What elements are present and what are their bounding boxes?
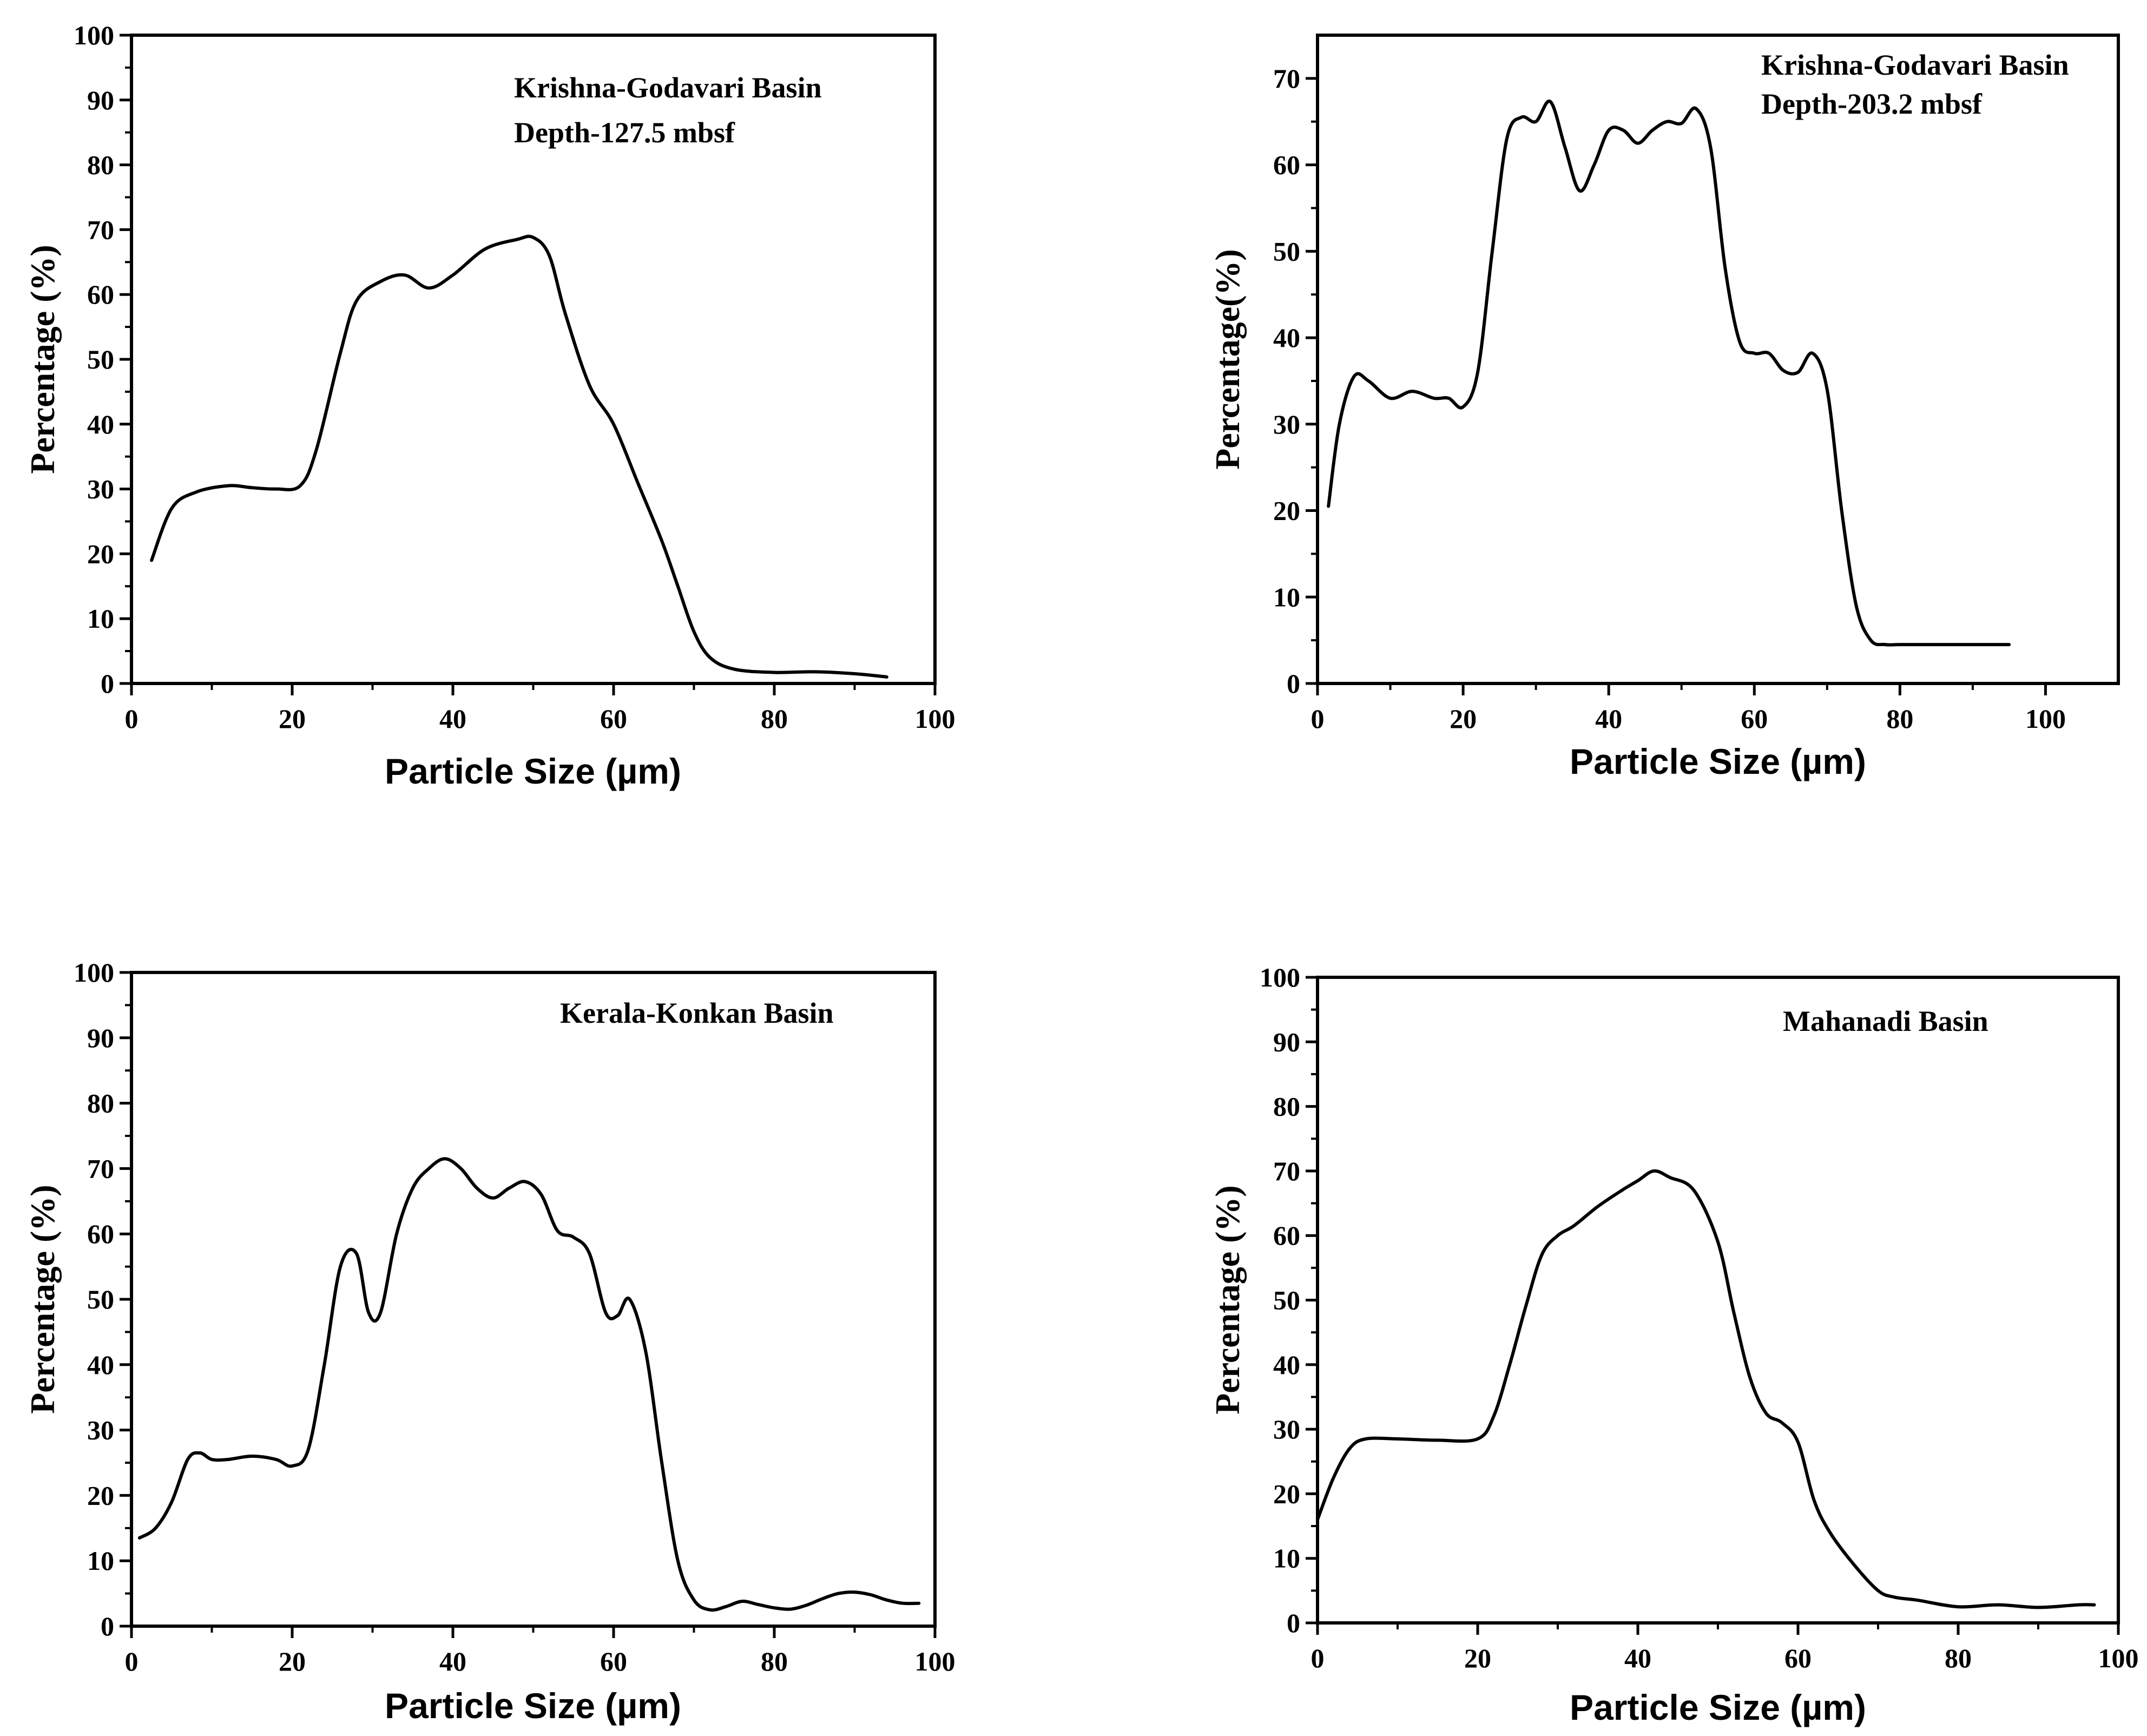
annotation-basin: Krishna-Godavari Basin bbox=[514, 71, 822, 104]
y-tick-label: 0 bbox=[101, 668, 114, 699]
plot-frame bbox=[130, 971, 937, 1628]
x-tick-label: 80 bbox=[1886, 703, 1913, 734]
panel-mahanadi: 0 20 40 60 80 100 0 10 20 30 40 50 60 70 80 90 100 Parti… bbox=[1208, 962, 2139, 1727]
y-tick-label: 20 bbox=[87, 538, 114, 569]
series-line bbox=[137, 1157, 921, 1612]
y-tick-label: 0 bbox=[101, 1611, 114, 1641]
y-tick-label: 100 bbox=[1260, 962, 1300, 992]
annotation-depth: Depth-127.5 mbsf bbox=[514, 116, 735, 149]
y-tick-label: 30 bbox=[87, 474, 114, 504]
x-tick-label: 0 bbox=[1311, 703, 1325, 734]
series-line bbox=[150, 234, 888, 679]
y-tick-label: 40 bbox=[1273, 323, 1300, 353]
y-tick-label: 60 bbox=[1273, 1220, 1300, 1251]
annotation-basin: Krishna-Godavari Basin bbox=[1761, 49, 2069, 81]
x-tick-label: 100 bbox=[915, 1646, 956, 1676]
y-tick-label: 50 bbox=[87, 1284, 114, 1314]
x-axis-label: Particle Size (µm) bbox=[1570, 741, 1866, 781]
x-tick-label: 40 bbox=[439, 703, 466, 734]
y-tick-label: 0 bbox=[1287, 1608, 1300, 1638]
x-tick-label: 20 bbox=[279, 703, 306, 734]
y-tick-label: 10 bbox=[87, 603, 114, 634]
y-axis-label: Percentage(%) bbox=[1208, 249, 1247, 470]
y-tick-label: 90 bbox=[87, 1023, 114, 1053]
x-tick-label: 80 bbox=[1945, 1643, 1972, 1673]
series-line bbox=[1327, 100, 2011, 647]
y-tick-label: 0 bbox=[1287, 668, 1300, 699]
x-tick-label: 60 bbox=[600, 1646, 627, 1676]
x-tick-label: 100 bbox=[915, 703, 956, 734]
x-tick-label: 100 bbox=[2098, 1643, 2139, 1673]
y-tick-label: 70 bbox=[1273, 63, 1300, 94]
x-tick-label: 100 bbox=[2025, 703, 2066, 734]
y-axis-label: Percentage (%) bbox=[23, 245, 62, 474]
y-tick-label: 40 bbox=[1273, 1350, 1300, 1380]
y-tick-label: 90 bbox=[87, 85, 114, 115]
y-tick-label: 70 bbox=[87, 214, 114, 245]
x-tick-label: 60 bbox=[600, 703, 627, 734]
x-axis-label: Particle Size (µm) bbox=[385, 1686, 681, 1726]
y-tick-label: 80 bbox=[1273, 1091, 1300, 1122]
y-tick-label: 30 bbox=[87, 1415, 114, 1445]
y-tick-label: 10 bbox=[1273, 1543, 1300, 1574]
y-tick-label: 50 bbox=[1273, 1285, 1300, 1316]
plot-frame bbox=[1316, 34, 2120, 685]
y-tick-label: 20 bbox=[87, 1480, 114, 1510]
y-tick-label: 70 bbox=[87, 1153, 114, 1183]
y-tick-label: 30 bbox=[1273, 1414, 1300, 1444]
y-tick-label: 100 bbox=[74, 957, 114, 988]
y-tick-label: 70 bbox=[1273, 1156, 1300, 1186]
annotation-depth: Depth-203.2 mbsf bbox=[1761, 88, 1983, 120]
panel-krishna-godavari-127: 0 20 40 60 80 100 0 10 20 30 40 50 60 70 80 90 100 Parti… bbox=[23, 20, 956, 791]
panel-kerala-konkan: 0 20 40 60 80 100 0 10 20 30 40 50 60 70 80 90 100 Parti… bbox=[23, 957, 956, 1726]
y-tick-label: 10 bbox=[1273, 582, 1300, 612]
y-tick-label: 60 bbox=[87, 1219, 114, 1249]
y-axis-label: Percentage (%) bbox=[23, 1185, 62, 1414]
annotation-basin: Mahanadi Basin bbox=[1783, 1005, 1988, 1037]
y-tick-label: 40 bbox=[87, 409, 114, 439]
y-tick-label: 20 bbox=[1273, 1478, 1300, 1509]
x-tick-label: 0 bbox=[125, 1646, 139, 1676]
y-axis-label: Percentage (%) bbox=[1208, 1185, 1247, 1415]
panel-krishna-godavari-203: 0 20 40 60 80 100 0 10 20 30 40 50 60 70 Particle Siz… bbox=[1208, 34, 2120, 781]
y-tick-label: 50 bbox=[1273, 236, 1300, 266]
x-tick-label: 0 bbox=[1311, 1643, 1325, 1673]
y-tick-label: 80 bbox=[87, 1088, 114, 1119]
x-axis-label: Particle Size (µm) bbox=[385, 751, 681, 791]
x-tick-label: 40 bbox=[439, 1646, 466, 1676]
x-tick-label: 80 bbox=[761, 1646, 788, 1676]
y-tick-label: 40 bbox=[87, 1350, 114, 1380]
y-tick-label: 30 bbox=[1273, 409, 1300, 439]
x-tick-label: 20 bbox=[1450, 703, 1477, 734]
y-tick-label: 90 bbox=[1273, 1027, 1300, 1057]
x-tick-label: 0 bbox=[125, 703, 139, 734]
y-tick-label: 50 bbox=[87, 344, 114, 374]
plot-frame bbox=[1316, 976, 2120, 1625]
x-tick-label: 80 bbox=[761, 703, 788, 734]
y-tick-label: 60 bbox=[87, 279, 114, 310]
y-tick-label: 60 bbox=[1273, 150, 1300, 180]
x-tick-label: 40 bbox=[1624, 1643, 1651, 1673]
series-line bbox=[1316, 1169, 2096, 1609]
x-tick-label: 40 bbox=[1595, 703, 1622, 734]
y-tick-label: 20 bbox=[1273, 496, 1300, 526]
x-tick-label: 20 bbox=[279, 1646, 306, 1676]
y-tick-label: 100 bbox=[74, 20, 114, 50]
y-tick-label: 10 bbox=[87, 1546, 114, 1576]
x-tick-label: 20 bbox=[1464, 1643, 1491, 1673]
x-axis-label: Particle Size (µm) bbox=[1570, 1687, 1866, 1727]
x-tick-label: 60 bbox=[1784, 1643, 1812, 1673]
x-tick-label: 60 bbox=[1741, 703, 1768, 734]
y-tick-label: 80 bbox=[87, 150, 114, 180]
annotation-basin: Kerala-Konkan Basin bbox=[560, 997, 834, 1029]
